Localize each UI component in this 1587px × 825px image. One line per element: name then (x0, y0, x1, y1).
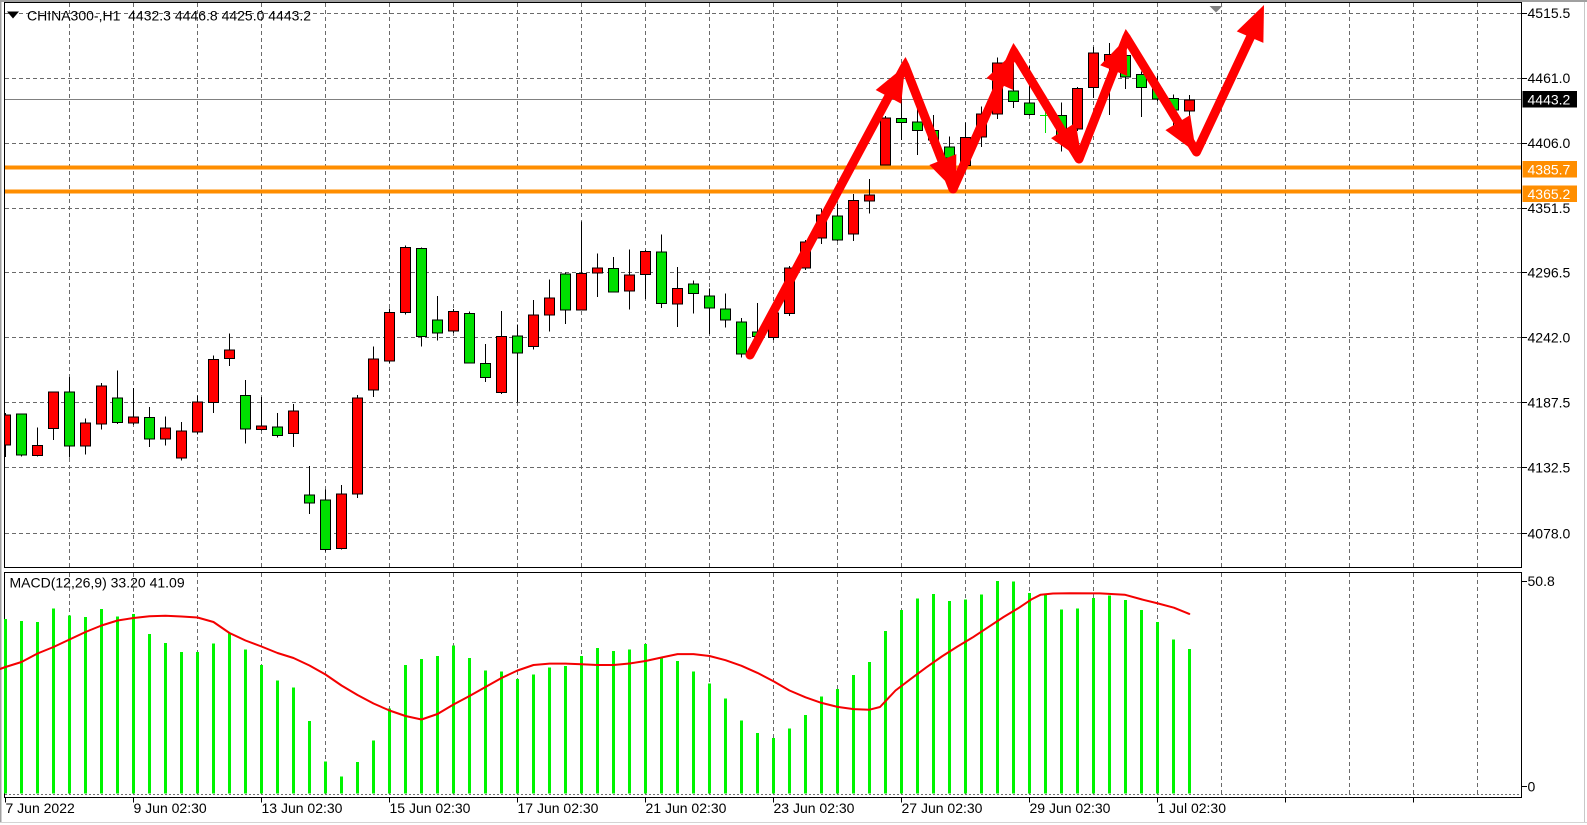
svg-text:17 Jun 02:30: 17 Jun 02:30 (518, 800, 599, 816)
svg-text:1 Jul 02:30: 1 Jul 02:30 (1158, 800, 1227, 816)
svg-text:4461.0: 4461.0 (1528, 70, 1571, 86)
svg-text:4443.2: 4443.2 (1528, 92, 1571, 108)
svg-text:0: 0 (1528, 779, 1536, 795)
svg-text:4365.2: 4365.2 (1528, 186, 1571, 202)
svg-text:CHINA300-,H1 4432.3 4446.8 44: CHINA300-,H1 4432.3 4446.8 4425.0 4443.2 (27, 8, 311, 24)
svg-text:9 Jun 02:30: 9 Jun 02:30 (134, 800, 207, 816)
svg-text:7 Jun 2022: 7 Jun 2022 (6, 800, 75, 816)
svg-text:4078.0: 4078.0 (1528, 525, 1571, 541)
svg-text:4296.5: 4296.5 (1528, 264, 1571, 280)
svg-text:4242.0: 4242.0 (1528, 329, 1571, 345)
svg-text:4406.0: 4406.0 (1528, 135, 1571, 151)
svg-text:4351.5: 4351.5 (1528, 200, 1571, 216)
svg-text:4385.7: 4385.7 (1528, 162, 1571, 178)
svg-text:4132.5: 4132.5 (1528, 460, 1571, 476)
svg-text:27 Jun 02:30: 27 Jun 02:30 (902, 800, 983, 816)
svg-text:13 Jun 02:30: 13 Jun 02:30 (262, 800, 343, 816)
svg-text:MACD(12,26,9) 33.20 41.09: MACD(12,26,9) 33.20 41.09 (10, 575, 185, 591)
svg-text:29 Jun 02:30: 29 Jun 02:30 (1030, 800, 1111, 816)
svg-text:15 Jun 02:30: 15 Jun 02:30 (390, 800, 471, 816)
svg-text:50.8: 50.8 (1528, 573, 1555, 589)
svg-text:23 Jun 02:30: 23 Jun 02:30 (774, 800, 855, 816)
svg-text:4515.5: 4515.5 (1528, 5, 1571, 21)
svg-text:21 Jun 02:30: 21 Jun 02:30 (646, 800, 727, 816)
svg-text:4187.5: 4187.5 (1528, 395, 1571, 411)
